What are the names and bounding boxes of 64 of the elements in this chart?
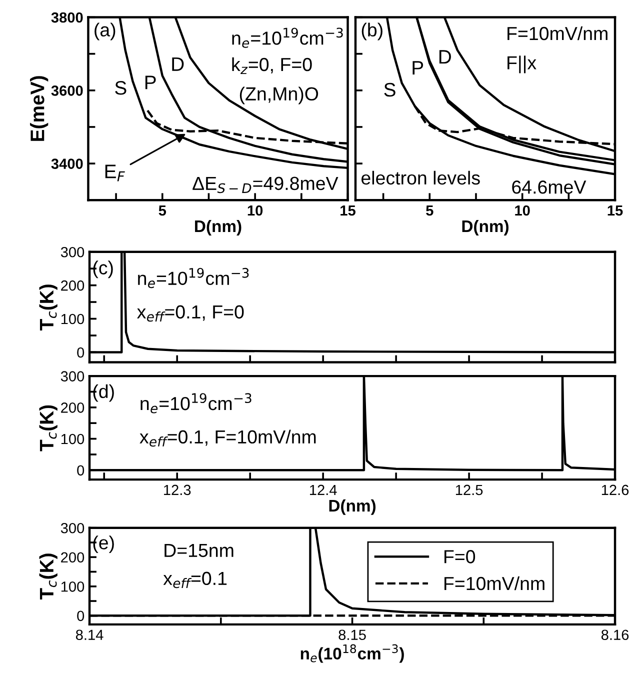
y-tick-label: 100 bbox=[61, 434, 84, 444]
annotation: (b) bbox=[362, 22, 382, 40]
y-tick-label: 100 bbox=[61, 314, 84, 324]
x-tick-label: 5 bbox=[158, 205, 166, 216]
x-axis-title: D(nm) bbox=[462, 220, 508, 236]
y-tick-label: 200 bbox=[61, 280, 84, 291]
x-tick-label: 8.16 bbox=[601, 630, 629, 640]
series-label: S bbox=[115, 81, 126, 95]
annotation: n$_{e}$=10$^{19}$cm$^{−3}$ bbox=[140, 393, 252, 414]
legend-label: F=10mV/nm bbox=[444, 576, 544, 590]
annotation: x$_{eff}$=0.1, F=0 bbox=[137, 305, 244, 322]
annotation: (a) bbox=[94, 22, 116, 40]
y-tick-label: 0 bbox=[77, 610, 84, 622]
x-tick-label: 15 bbox=[340, 205, 356, 216]
x-tick-label: 5 bbox=[426, 205, 434, 216]
y-tick-label: 3800 bbox=[51, 12, 83, 23]
series-label: P bbox=[412, 61, 424, 74]
series-label: D bbox=[172, 57, 184, 71]
y-axis-title: T$_{c}$(K) bbox=[39, 405, 58, 452]
annotation: k$_{z}$=0, F=0 bbox=[232, 57, 312, 74]
y-tick-label: 300 bbox=[60, 522, 84, 534]
legend-label: F=0 bbox=[444, 550, 476, 564]
annotation: (Zn,Mn)O bbox=[240, 86, 318, 104]
x-tick-label: 15 bbox=[608, 205, 623, 216]
annotation: x$_{eff}$=0.1 bbox=[163, 572, 227, 588]
y-tick-label: 200 bbox=[61, 402, 84, 413]
x-tick-label: 8.14 bbox=[76, 630, 104, 640]
annotation: x$_{eff}$=0.1, F=10mV/nm bbox=[140, 430, 316, 447]
annotation: ΔE$_{S−D}$=49.8meV bbox=[192, 176, 338, 194]
annotation: E$_{F}$ bbox=[105, 164, 125, 182]
annotation: F||x bbox=[508, 56, 536, 74]
y-tick-label: 300 bbox=[60, 371, 84, 382]
series-label: D bbox=[439, 50, 451, 64]
x-axis-title: n$_{e}$(10$^{18}$cm$^{−3}$) bbox=[300, 644, 404, 663]
y-axis-title: T$_{c}$(K) bbox=[39, 284, 58, 330]
y-tick-label: 200 bbox=[61, 552, 84, 563]
x-tick-label: 12.4 bbox=[310, 484, 337, 495]
x-axis-title: D(nm) bbox=[329, 499, 376, 515]
annotation: 64.6meV bbox=[512, 180, 586, 194]
y-tick-label: 300 bbox=[60, 246, 84, 258]
annotation: D=15nm bbox=[164, 544, 234, 558]
y-tick-label: 3600 bbox=[51, 85, 83, 96]
y-tick-label: 100 bbox=[61, 581, 84, 592]
x-tick-label: 10 bbox=[248, 205, 263, 216]
x-tick-label: 12.3 bbox=[164, 484, 191, 496]
x-tick-label: 10 bbox=[515, 205, 530, 216]
annotation: (c) bbox=[93, 260, 113, 278]
annotation: (e) bbox=[93, 536, 114, 554]
x-axis-title: D(nm) bbox=[195, 220, 242, 236]
y-tick-label: 0 bbox=[77, 347, 84, 358]
annotation: F=10mV/nm bbox=[508, 26, 608, 40]
annotation: (d) bbox=[93, 384, 114, 402]
annotation: n$_{e}$=10$^{19}$cm$^{−3}$ bbox=[232, 28, 343, 48]
x-tick-label: 12.6 bbox=[602, 484, 629, 496]
x-tick-label: 12.5 bbox=[456, 484, 483, 496]
series-label: P bbox=[145, 76, 156, 90]
x-tick-label: 8.15 bbox=[338, 630, 366, 640]
y-axis-title: E(meV) bbox=[30, 76, 48, 141]
annotation: electron levels bbox=[361, 170, 480, 185]
y-axis-title: T$_{c}$(K) bbox=[39, 554, 58, 600]
annotation: n$_{e}$=10$^{19}$cm$^{−3}$ bbox=[138, 268, 249, 288]
series-label: S bbox=[384, 82, 396, 97]
y-tick-label: 0 bbox=[77, 465, 84, 476]
y-tick-label: 3400 bbox=[51, 158, 83, 169]
